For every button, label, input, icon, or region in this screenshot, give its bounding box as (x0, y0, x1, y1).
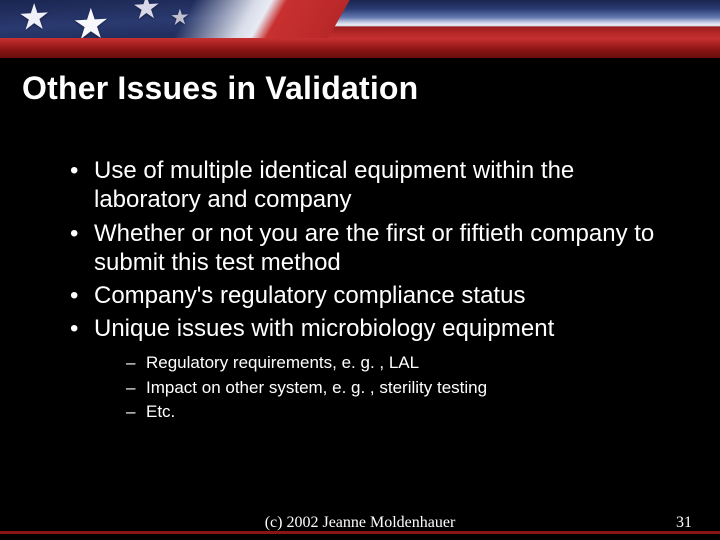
list-item: Etc. (124, 401, 672, 424)
list-item-text: Unique issues with microbiology equipmen… (94, 315, 554, 342)
page-number: 31 (676, 514, 692, 532)
star-icon: ★ (170, 4, 190, 31)
content-area: Use of multiple identical equipment with… (0, 128, 720, 424)
list-item: Whether or not you are the first or fift… (64, 219, 672, 278)
list-item: Impact on other system, e. g. , sterilit… (124, 377, 672, 400)
banner: ★ ★ ★ ★ (0, 0, 720, 58)
slide-title: Other Issues in Validation (22, 70, 698, 107)
list-item: Company's regulatory compliance status (64, 281, 672, 310)
list-item: Unique issues with microbiology equipmen… (64, 314, 672, 424)
banner-red-stripe (0, 38, 720, 58)
title-area: Other Issues in Validation (0, 58, 720, 128)
copyright-text: (c) 2002 Jeanne Moldenhauer (0, 514, 720, 532)
bullet-list: Use of multiple identical equipment with… (64, 156, 672, 424)
star-icon: ★ (18, 0, 50, 39)
star-icon: ★ (132, 0, 161, 27)
bottom-divider (0, 531, 720, 534)
list-item: Regulatory requirements, e. g. , LAL (124, 352, 672, 375)
list-item: Use of multiple identical equipment with… (64, 156, 672, 215)
sub-bullet-list: Regulatory requirements, e. g. , LAL Imp… (124, 352, 672, 425)
